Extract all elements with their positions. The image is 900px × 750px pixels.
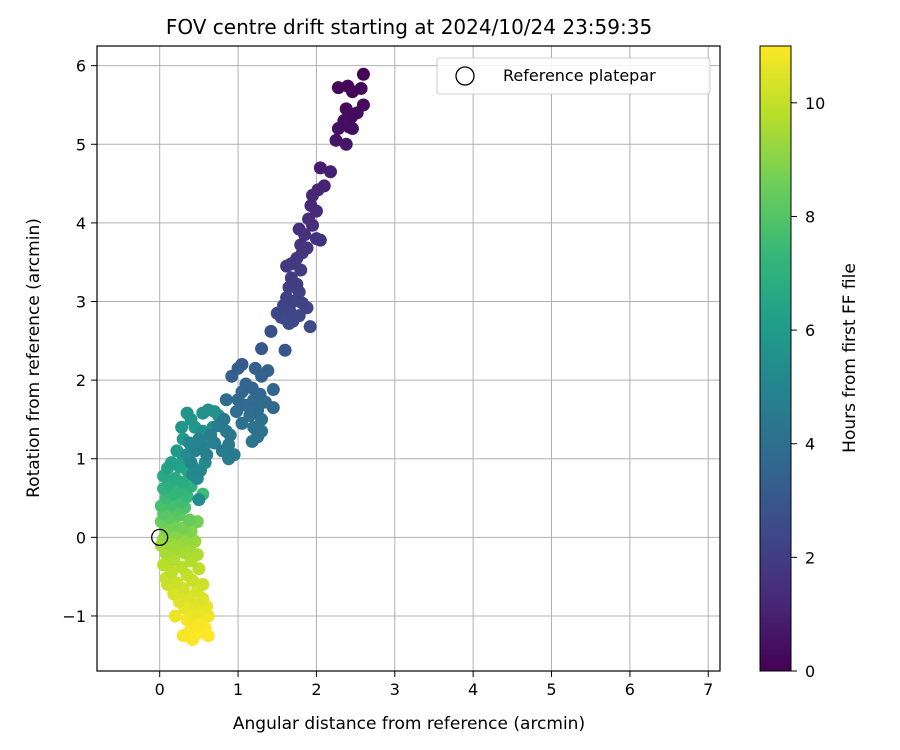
x-tick-label: 3 [390,680,400,699]
data-point [294,263,308,277]
data-point [339,102,353,116]
data-point [324,165,338,179]
data-point [239,377,253,391]
data-point [190,548,204,562]
data-point [175,420,189,434]
data-point [196,578,210,592]
data-point [313,161,327,175]
y-tick-label: 0 [76,528,86,547]
y-tick-label: 6 [76,57,86,76]
data-point [164,456,178,470]
data-point [266,383,280,397]
colorbar-tick-label: 2 [805,548,815,567]
x-tick-label: 7 [703,680,713,699]
data-point [167,587,181,601]
data-point [235,416,249,430]
x-tick-label: 4 [468,680,478,699]
legend-box [436,57,711,95]
data-point [304,199,318,213]
x-tick-label: 1 [233,680,243,699]
x-tick-label: 0 [155,680,165,699]
data-point [248,361,262,375]
data-point [175,560,189,574]
data-point [303,320,317,334]
legend-marker [455,66,475,86]
data-point [309,232,323,246]
data-point [217,412,231,426]
data-point [317,179,331,193]
data-point [164,566,178,580]
data-point [235,357,249,371]
data-point [278,343,292,357]
data-point [200,448,214,462]
data-point [356,67,370,81]
data-point [223,428,237,442]
data-point [180,406,194,420]
data-point [266,401,280,415]
data-point [356,98,370,112]
data-point [255,342,269,356]
data-point [284,271,298,285]
x-tick-label: 5 [546,680,556,699]
colorbar-tick-label: 8 [805,207,815,226]
data-point [157,558,171,572]
y-tick-label: 2 [76,371,86,390]
data-point [170,576,184,590]
y-tick-label: −1 [62,607,86,626]
plot-frame [96,45,721,672]
data-point [264,324,278,338]
data-point [354,81,368,95]
data-point [247,420,261,434]
legend-entry: Reference platepar [503,66,656,85]
data-points [151,67,370,647]
colorbar-ticks: 0 2 4 6 8 10 [791,94,825,681]
data-point [292,222,306,236]
legend: Reference platepar [436,57,711,95]
y-tick-label: 3 [76,293,86,312]
y-axis-ticks: −1 0 1 2 3 4 5 6 [62,57,97,626]
data-point [329,133,343,147]
data-point [302,212,316,226]
data-point [219,393,233,407]
y-tick-label: 5 [76,135,86,154]
colorbar-tick-label: 4 [805,435,815,454]
data-point [295,296,309,310]
data-point [251,403,265,417]
data-point [193,464,207,478]
data-point [192,493,206,507]
y-tick-label: 1 [76,450,86,469]
reference-platepar-marker [151,528,169,547]
x-axis-ticks: 0 1 2 3 4 5 6 7 [155,671,713,699]
x-tick-label: 2 [311,680,321,699]
data-point [170,444,184,458]
y-tick-label: 4 [76,214,86,233]
colorbar [759,45,792,672]
data-point [331,81,345,95]
data-point [184,456,198,470]
colorbar-tick-label: 10 [805,94,825,113]
colorbar-tick-label: 0 [805,662,815,681]
data-point [339,137,353,151]
data-point [280,291,294,305]
data-point [168,471,182,485]
data-point [208,436,222,450]
data-point [168,609,182,623]
x-axis-label: Angular distance from reference (arcmin) [233,714,585,734]
data-point [294,238,308,252]
x-tick-label: 6 [625,680,635,699]
colorbar-label: Hours from first FF file [840,263,860,453]
data-point [192,562,206,576]
data-point [176,629,190,643]
data-point [201,403,215,417]
data-point [227,448,241,462]
y-axis-label: Rotation from reference (arcmin) [24,218,44,498]
data-point [182,513,196,527]
colorbar-tick-label: 6 [805,321,815,340]
chart-title: FOV centre drift starting at 2024/10/24 … [166,15,652,39]
data-point [229,405,243,419]
